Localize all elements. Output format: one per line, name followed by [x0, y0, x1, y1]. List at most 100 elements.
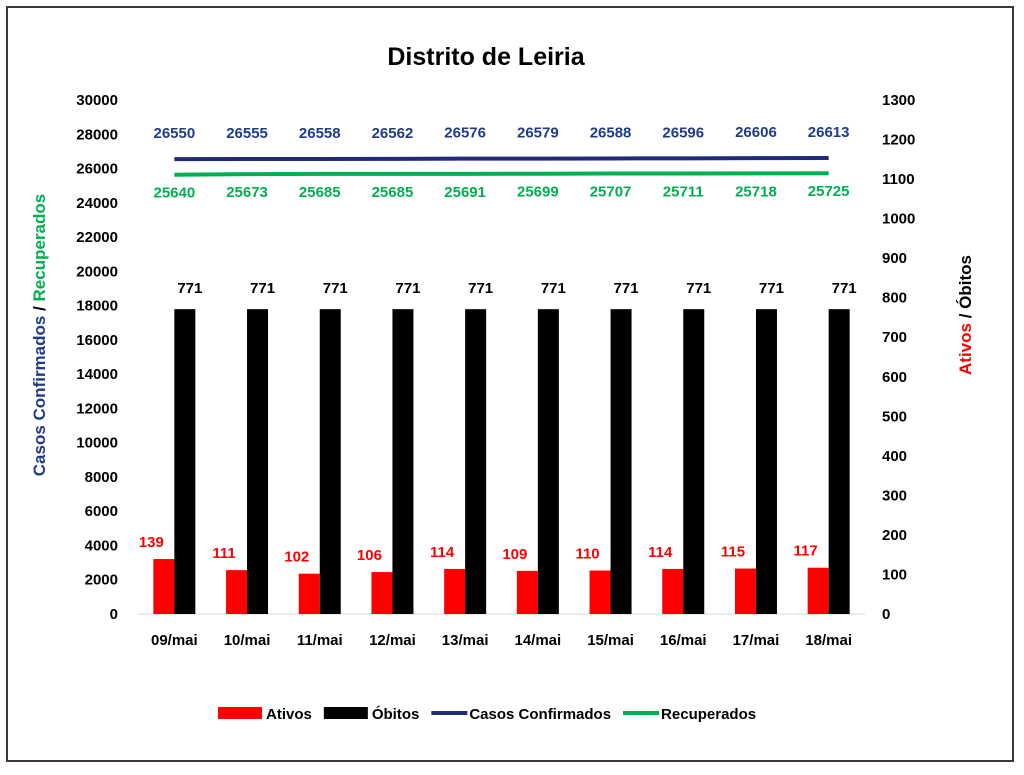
ativos-data-label: 109: [502, 546, 527, 563]
category-label: 09/mai: [151, 632, 198, 649]
obitos-bar: [392, 309, 414, 614]
casos-confirmados-data-label: 26576: [444, 125, 486, 142]
right-tick-label: 400: [882, 448, 907, 465]
recuperados-data-label: 25640: [153, 185, 195, 202]
right-tick-label: 0: [882, 606, 890, 623]
casos-confirmados-data-label: 26596: [662, 124, 704, 141]
left-tick-label: 4000: [85, 537, 118, 554]
right-axis-ticks: 0 100 200 300 400 500 600 700 800 900 1000 1100 1200…: [882, 92, 915, 623]
right-axis-title: Ativos / Óbitos: [956, 255, 975, 375]
right-tick-label: 800: [882, 290, 907, 307]
right-tick-label: 900: [882, 250, 907, 267]
right-tick-label: 300: [882, 487, 907, 504]
obitos-data-label: 771: [686, 280, 711, 297]
legend-swatch: [323, 707, 368, 719]
left-tick-label: 14000: [76, 366, 118, 383]
legend-swatch: [218, 707, 262, 719]
right-tick-label: 1100: [882, 171, 915, 188]
right-tick-label: 1300: [882, 92, 915, 109]
left-tick-label: 8000: [85, 469, 118, 486]
category-label: 11/mai: [297, 632, 343, 649]
axis-title-part: Casos Confirmados: [30, 316, 49, 477]
category-label: 16/mai: [660, 632, 707, 649]
left-tick-label: 30000: [76, 92, 118, 109]
obitos-bar: [683, 309, 705, 614]
right-tick-label: 700: [882, 329, 907, 346]
casos-confirmados-data-label: 26613: [808, 124, 850, 141]
ativos-data-label: 106: [357, 547, 382, 564]
left-tick-label: 6000: [85, 503, 118, 520]
casos-confirmados-line: [174, 156, 829, 162]
axis-title-part: Óbitos: [956, 255, 975, 309]
legend-label: Recuperados: [661, 706, 756, 723]
ativos-bar: [371, 572, 393, 614]
obitos-bar: [465, 309, 487, 614]
ativos-bar: [516, 570, 538, 614]
left-tick-label: 16000: [76, 332, 118, 349]
right-tick-label: 1200: [882, 132, 915, 149]
recuperados-data-label: 25718: [735, 183, 777, 200]
obitos-bar: [537, 309, 559, 614]
ativos-bar: [298, 573, 320, 614]
casos-confirmados-data-label: 26555: [226, 125, 268, 142]
chart-title: Distrito de Leiria: [387, 43, 585, 71]
chart-legend: Ativos Óbitos Casos Confirmados Recuperados: [218, 705, 756, 723]
ativos-bar: [662, 568, 684, 614]
ativos-bar: [589, 570, 611, 614]
left-tick-label: 10000: [76, 435, 118, 452]
obitos-data-label: 771: [323, 280, 348, 297]
category-label: 17/mai: [733, 632, 780, 649]
right-tick-label: 600: [882, 369, 907, 386]
obitos-data-label: 771: [541, 280, 566, 297]
left-axis-ticks: 0 2000 4000 6000 8000 10000 12000 14000 16000 180…: [76, 92, 118, 623]
recuperados-data-label: 25685: [299, 184, 341, 201]
obitos-bar: [174, 309, 196, 614]
left-tick-label: 12000: [76, 400, 118, 417]
obitos-data-label: 771: [468, 280, 493, 297]
axis-title-part: Recuperados: [30, 194, 49, 302]
recuperados-data-label: 25673: [226, 184, 268, 201]
obitos-bar: [828, 309, 850, 614]
category-label: 15/mai: [587, 632, 634, 649]
ativos-bar: [226, 570, 248, 614]
obitos-data-label: 771: [614, 280, 639, 297]
left-tick-label: 2000: [85, 572, 118, 589]
recuperados-data-label: 25685: [372, 184, 414, 201]
right-tick-label: 500: [882, 408, 907, 425]
recuperados-line: [174, 171, 829, 177]
ativos-bar: [153, 559, 175, 614]
ativos-bar: [807, 567, 829, 614]
ativos-data-label: 111: [212, 545, 235, 562]
ativos-data-label: 117: [794, 543, 818, 560]
obitos-bar: [319, 309, 341, 614]
left-tick-label: 20000: [76, 263, 118, 280]
line-series: [174, 156, 829, 177]
casos-confirmados-data-label: 26588: [590, 124, 632, 141]
obitos-data-label: 771: [177, 280, 202, 297]
obitos-data-label: 771: [395, 280, 420, 297]
left-axis-title: Casos Confirmados / Recuperados: [30, 194, 49, 476]
obitos-data-label: 771: [250, 280, 275, 297]
recuperados-data-label: 25711: [663, 183, 704, 200]
right-tick-label: 1000: [882, 211, 915, 228]
left-tick-label: 26000: [76, 161, 118, 178]
casos-confirmados-data-label: 26579: [517, 125, 559, 142]
ativos-data-label: 139: [139, 534, 164, 551]
left-tick-label: 0: [110, 606, 118, 623]
category-label: 13/mai: [442, 632, 489, 649]
casos-confirmados-data-label: 26550: [153, 125, 195, 142]
recuperados-data-label: 25691: [444, 184, 486, 201]
casos-confirmados-data-label: 26562: [372, 125, 414, 142]
ativos-data-label: 110: [575, 546, 599, 563]
right-tick-label: 100: [882, 566, 907, 583]
recuperados-data-label: 25725: [808, 183, 850, 200]
category-label: 14/mai: [514, 632, 561, 649]
recuperados-data-label: 25699: [517, 184, 559, 201]
ativos-data-label: 114: [648, 544, 673, 561]
obitos-data-label: 771: [832, 280, 857, 297]
left-tick-label: 18000: [76, 298, 118, 315]
category-labels: 09/mai 10/mai 11/mai 12/mai 13/mai 14/mai 15/m…: [151, 632, 852, 649]
obitos-bar: [755, 309, 777, 614]
category-label: 10/mai: [224, 632, 271, 649]
